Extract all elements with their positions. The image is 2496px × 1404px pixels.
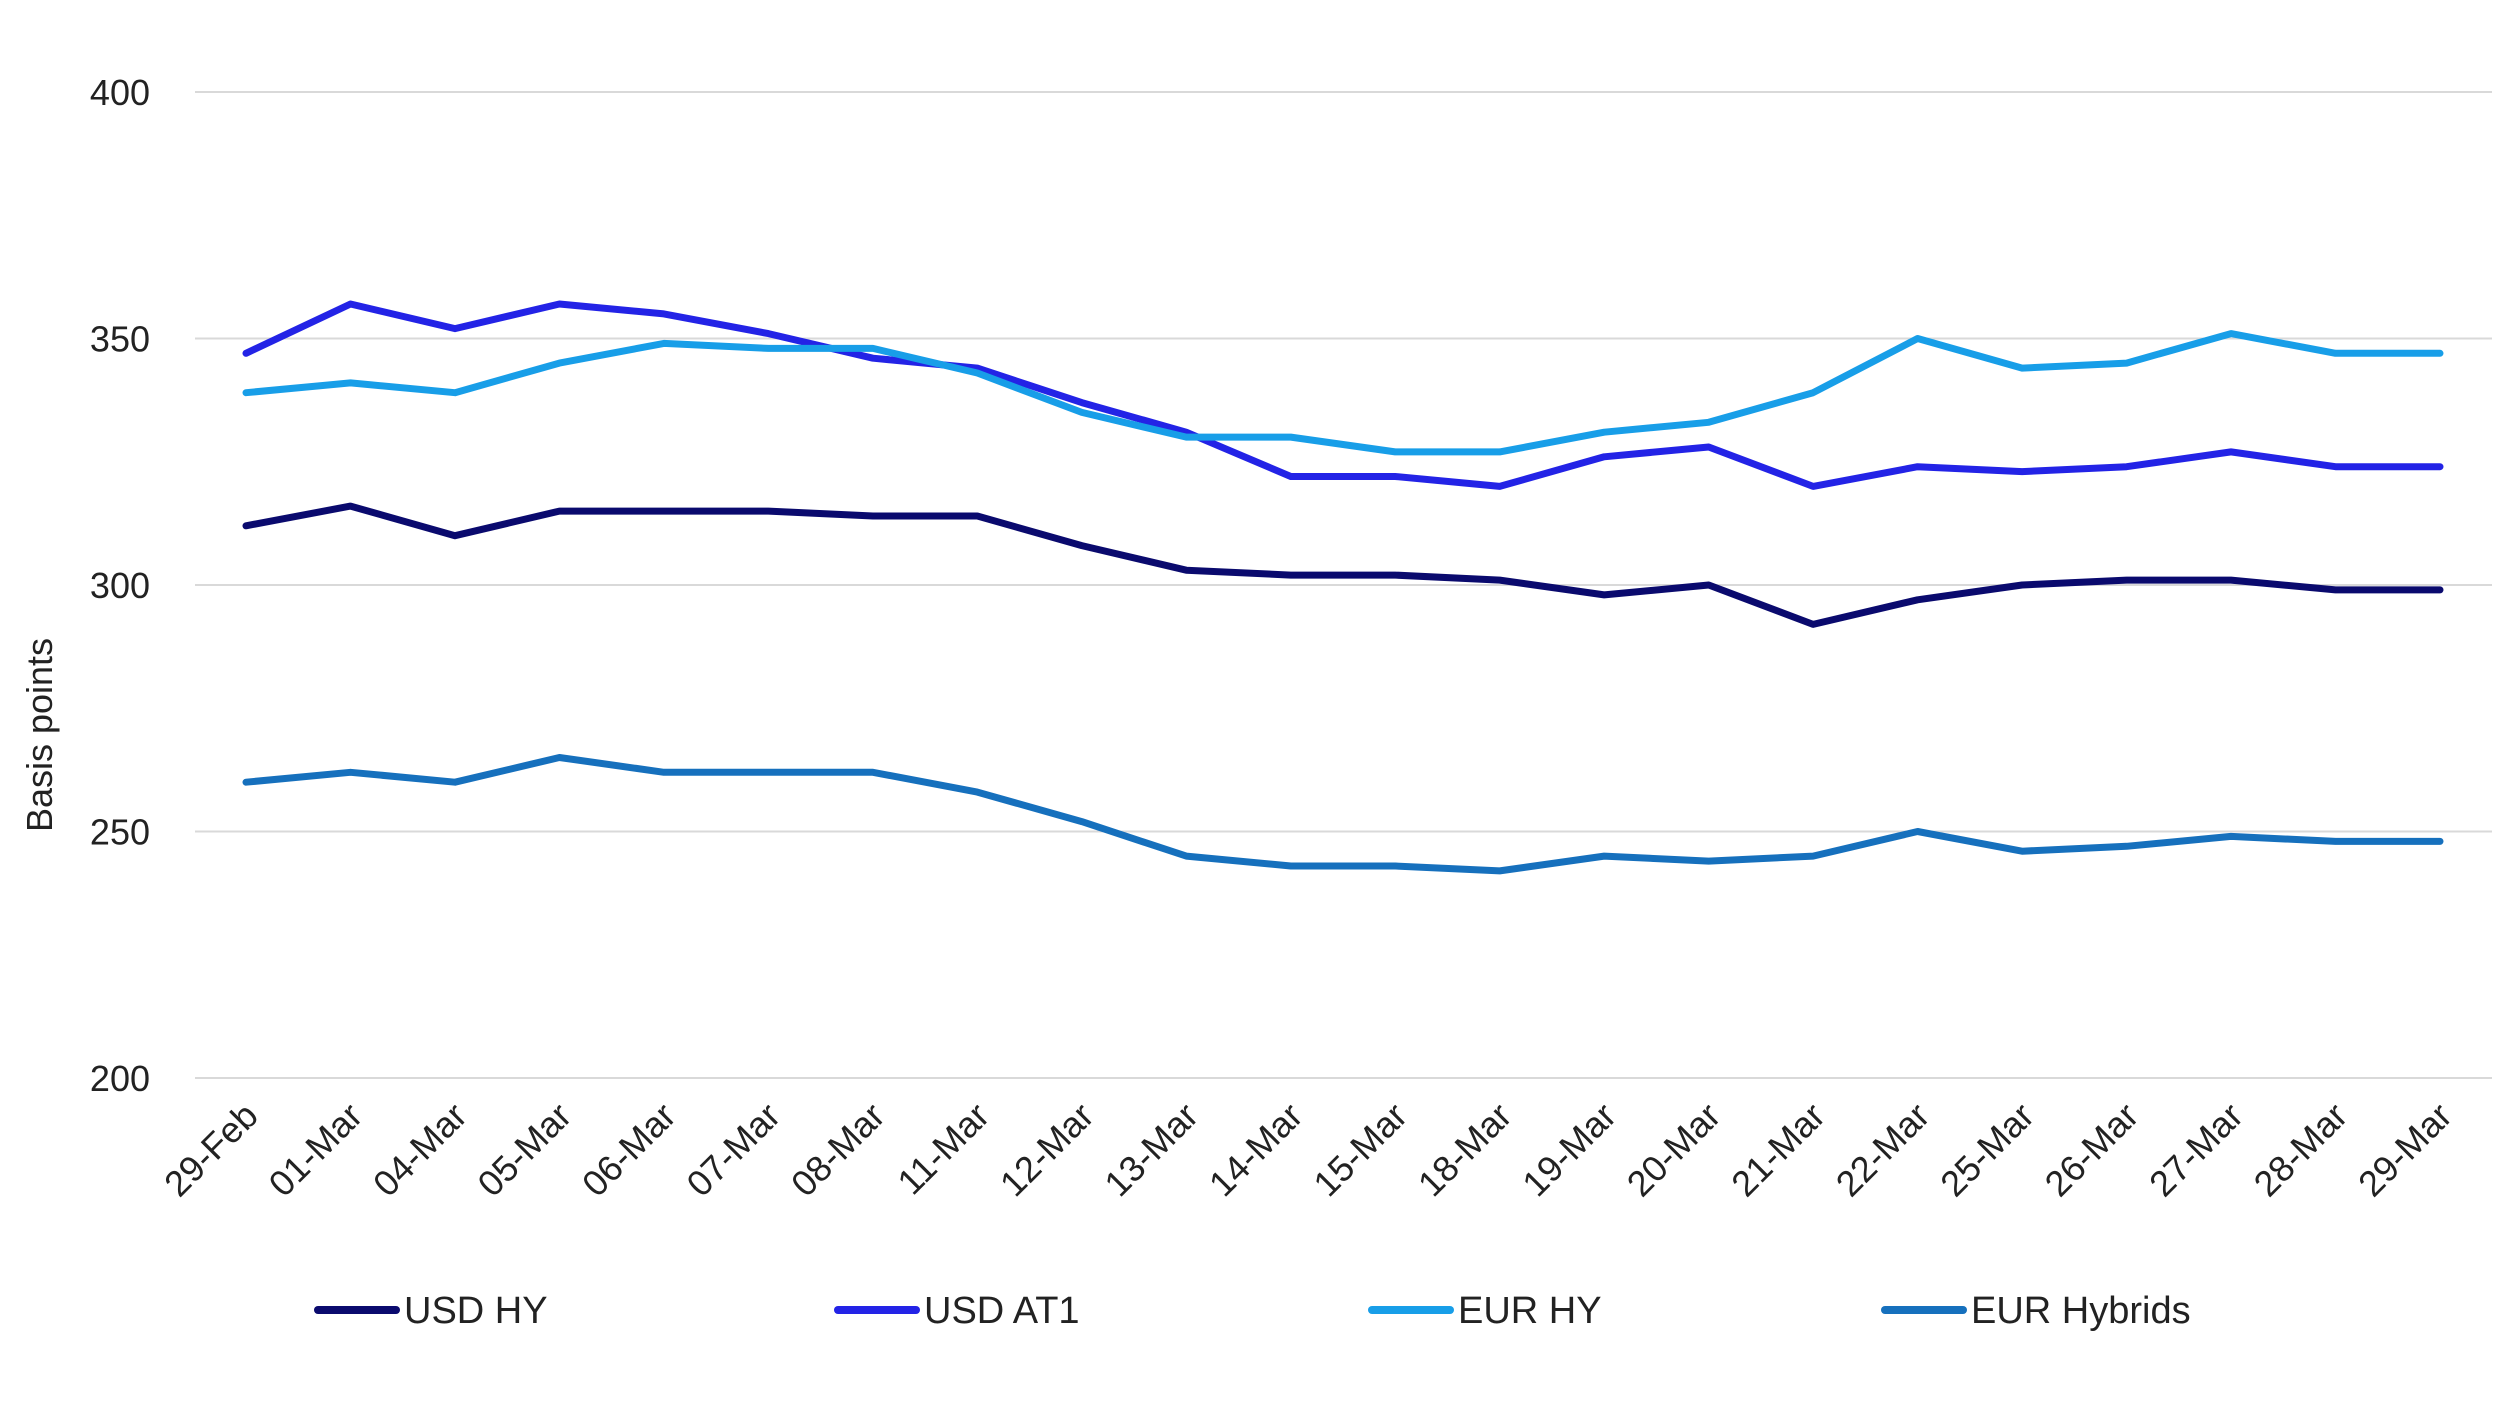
legend-label: EUR Hybrids — [1971, 1290, 2191, 1332]
x-tick-label: 26-Mar — [2037, 1095, 2147, 1205]
x-tick-label: 22-Mar — [1828, 1095, 1938, 1205]
x-tick-label: 29-Feb — [156, 1095, 266, 1205]
y-axis-title: Basis points — [19, 638, 60, 832]
y-tick-label: 400 — [90, 72, 150, 113]
x-tick-label: 07-Mar — [678, 1095, 788, 1205]
x-tick-label: 11-Mar — [889, 1095, 997, 1203]
legend-label: USD AT1 — [924, 1290, 1080, 1332]
x-tick-label: 15-Mar — [1305, 1095, 1415, 1205]
x-tick-label: 01-Mar — [261, 1095, 371, 1205]
series-line-usd-hy — [242, 502, 2444, 628]
y-tick-label: 350 — [90, 319, 150, 360]
y-tick-label: 300 — [90, 565, 150, 606]
gridlines — [195, 91, 2492, 1079]
legend-label: USD HY — [404, 1290, 548, 1332]
x-axis-ticks: 29-Feb01-Mar04-Mar05-Mar06-Mar07-Mar08-M… — [156, 1095, 2460, 1205]
series-line-eur-hy — [242, 330, 2444, 456]
y-axis-ticks: 200 250 300 350 400 — [90, 72, 150, 1099]
x-tick-label: 13-Mar — [1096, 1095, 1206, 1205]
y-tick-label: 200 — [90, 1058, 150, 1099]
series-lines — [242, 300, 2444, 875]
legend-label: EUR HY — [1458, 1290, 1602, 1332]
legend: USD HY USD AT1 EUR HY EUR Hybrids — [314, 1290, 2191, 1332]
x-tick-label: 18-Mar — [1410, 1095, 1520, 1205]
x-tick-label: 29-Mar — [2350, 1095, 2460, 1205]
series-line-usd-at1 — [242, 300, 2444, 490]
y-tick-label: 250 — [90, 812, 150, 853]
x-tick-label: 04-Mar — [365, 1095, 475, 1205]
series-line-eur-hybrids — [242, 754, 2444, 875]
x-tick-label: 21-Mar — [1723, 1095, 1833, 1205]
x-tick-label: 05-Mar — [469, 1095, 579, 1205]
x-tick-label: 20-Mar — [1619, 1095, 1729, 1205]
x-tick-label: 12-Mar — [992, 1095, 1102, 1205]
x-tick-label: 06-Mar — [574, 1095, 684, 1205]
x-tick-label: 27-Mar — [2141, 1095, 2251, 1205]
x-tick-label: 28-Mar — [2246, 1095, 2356, 1205]
x-tick-label: 25-Mar — [1932, 1095, 2042, 1205]
x-tick-label: 08-Mar — [783, 1095, 893, 1205]
x-tick-label: 19-Mar — [1514, 1095, 1624, 1205]
x-tick-label: 14-Mar — [1201, 1095, 1311, 1205]
